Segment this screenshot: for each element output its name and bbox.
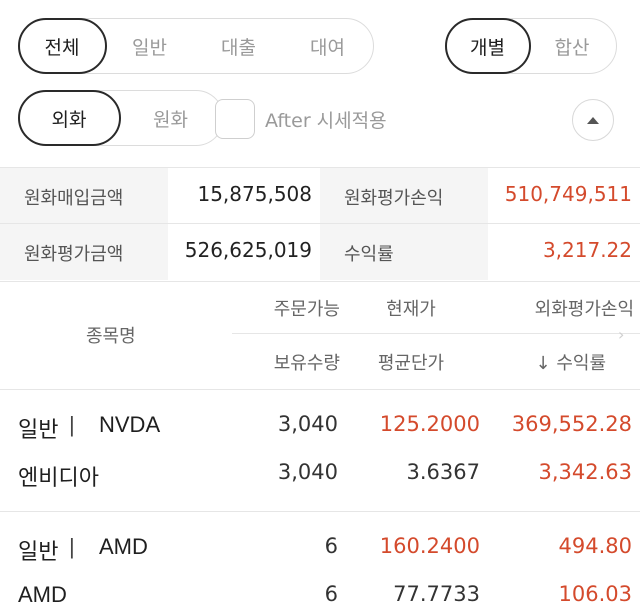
divider <box>0 167 640 168</box>
summary-panel: 원화매입금액 15,875,508 원화평가손익 510,749,511 원화평… <box>0 167 640 280</box>
row-return: 106.03 <box>558 582 632 606</box>
label-bg <box>0 224 168 280</box>
krw-pnl-value: 510,749,511 <box>504 182 632 206</box>
row-avg-price: 77.7733 <box>393 582 480 606</box>
row-ticker: AMD <box>99 534 148 559</box>
row-account-type: 일반 <box>18 417 59 442</box>
row-separator: | <box>69 412 75 437</box>
tab-individual[interactable]: 개별 <box>444 18 531 74</box>
krw-eval-value: 526,625,019 <box>184 238 312 262</box>
row-return: 3,342.63 <box>538 460 632 484</box>
label-bg <box>0 168 168 224</box>
col-header-current-price: 현재가 <box>386 299 436 320</box>
col-header-holding-qty: 보유수량 <box>273 353 340 374</box>
krw-eval-label: 원화평가금액 <box>24 244 124 265</box>
divider <box>0 389 640 390</box>
summary-row-2: 원화평가금액 526,625,019 수익률 3,217.22 <box>0 224 640 280</box>
col-header-avg-price: 평균단가 <box>377 353 445 374</box>
view-mode-tabs: 개별 합산 <box>444 18 617 74</box>
tab-loan[interactable]: 대출 <box>221 36 256 59</box>
row-orderable-qty: 3,040 <box>277 412 338 436</box>
row-holding-qty: 6 <box>324 582 338 606</box>
row-account-type: 일반 <box>18 539 59 564</box>
collapse-button[interactable] <box>572 99 614 141</box>
tab-foreign-currency[interactable]: 외화 <box>17 90 121 146</box>
row-orderable-qty: 6 <box>324 534 338 558</box>
col-header-fx-pnl: 외화평가손익 <box>534 299 634 320</box>
row-fx-pnl: 494.80 <box>558 534 632 558</box>
tab-krw[interactable]: 원화 <box>153 108 188 131</box>
account-type-tabs: 전체 일반 대출 대여 <box>17 18 374 74</box>
after-price-checkbox[interactable] <box>215 99 255 139</box>
row-stock-name: AMD <box>18 582 67 607</box>
row-fx-pnl: 369,552.28 <box>511 412 632 436</box>
return-label: 수익률 <box>344 244 394 265</box>
table-row[interactable]: 일반 | NVDA 3,040 125.2000 369,552.28 엔비디아… <box>0 390 640 508</box>
krw-purchase-label: 원화매입금액 <box>24 188 124 209</box>
header-divider <box>232 333 640 334</box>
tab-general[interactable]: 일반 <box>132 36 167 59</box>
holdings-table-header: 종목명 주문가능 현재가 외화평가손익 › 보유수량 평균단가 ↓ 수익률 <box>0 281 640 389</box>
summary-row-1: 원화매입금액 15,875,508 원화평가손익 510,749,511 <box>0 168 640 224</box>
after-price-label: After 시세적용 <box>265 109 387 132</box>
row-ticker: NVDA <box>99 412 161 437</box>
col-header-name: 종목명 <box>86 326 136 347</box>
row-holding-qty: 3,040 <box>277 460 338 484</box>
chevron-right-icon[interactable]: › <box>618 325 625 344</box>
table-row[interactable]: 일반 | AMD 6 160.2400 494.80 AMD 6 77.7733… <box>0 512 640 614</box>
tab-all[interactable]: 전체 <box>17 18 107 74</box>
currency-tabs: 외화 원화 <box>17 90 224 146</box>
after-price-toggle[interactable]: After 시세적용 <box>215 97 387 141</box>
row-stock-name: 엔비디아 <box>18 465 99 490</box>
col-header-orderable: 주문가능 <box>273 299 340 320</box>
return-value: 3,217.22 <box>542 238 632 262</box>
col-header-return-sort[interactable]: ↓ 수익률 <box>535 353 606 374</box>
label-bg <box>320 168 488 224</box>
krw-pnl-label: 원화평가손익 <box>344 188 444 209</box>
tab-combined[interactable]: 합산 <box>554 36 590 59</box>
tab-lending[interactable]: 대여 <box>310 36 345 59</box>
krw-purchase-value: 15,875,508 <box>197 182 312 206</box>
divider <box>0 511 640 512</box>
row-separator: | <box>69 534 75 559</box>
chevron-up-icon <box>587 116 599 124</box>
divider <box>0 223 640 224</box>
row-current-price: 125.2000 <box>379 412 480 436</box>
row-avg-price: 3.6367 <box>406 460 480 484</box>
row-current-price: 160.2400 <box>379 534 480 558</box>
label-bg <box>320 224 488 280</box>
divider <box>0 281 640 282</box>
